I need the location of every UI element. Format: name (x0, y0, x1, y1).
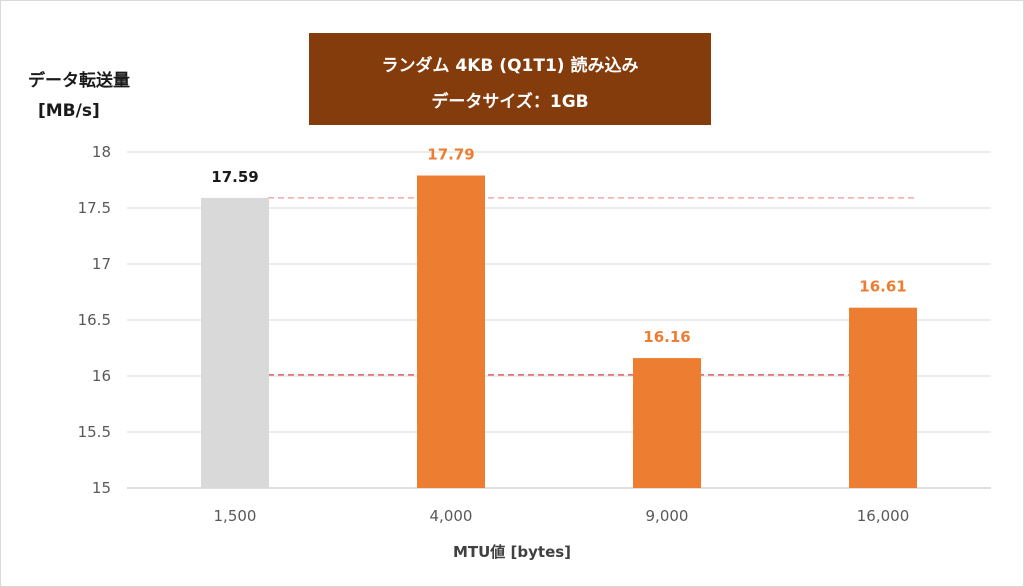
data-label: 17.79 (427, 146, 474, 164)
y-tick-label: 17.5 (78, 199, 111, 217)
x-tick-label: 4,000 (430, 507, 473, 525)
data-label: 16.16 (643, 328, 690, 346)
x-tick-label: 9,000 (646, 507, 689, 525)
y-tick-label: 18 (92, 143, 111, 161)
y-axis-unit: [MB/s] (38, 101, 100, 121)
x-tick-label: 1,500 (214, 507, 257, 525)
x-tick-label: 16,000 (857, 507, 910, 525)
data-label: 16.61 (859, 278, 906, 296)
bar (201, 197, 269, 489)
chart-subtitle: データサイズ：1GB (431, 92, 589, 112)
y-tick-label: 17 (92, 255, 111, 273)
x-axis-label: MTU値 [bytes] (452, 543, 572, 561)
y-tick-label: 16 (92, 367, 111, 385)
bar (633, 358, 701, 488)
chart-title: ランダム 4KB (Q1T1) 読み込み (381, 56, 639, 76)
y-tick-label: 15 (92, 479, 111, 497)
y-tick-label: 16.5 (78, 311, 111, 329)
data-label: 17.59 (211, 168, 258, 186)
chart-title-box: ランダム 4KB (Q1T1) 読み込み データサイズ：1GB (309, 33, 711, 125)
y-axis-label: データ転送量 (28, 71, 130, 91)
y-tick-label: 15.5 (78, 423, 111, 441)
bar (417, 175, 485, 488)
bar (849, 307, 917, 488)
